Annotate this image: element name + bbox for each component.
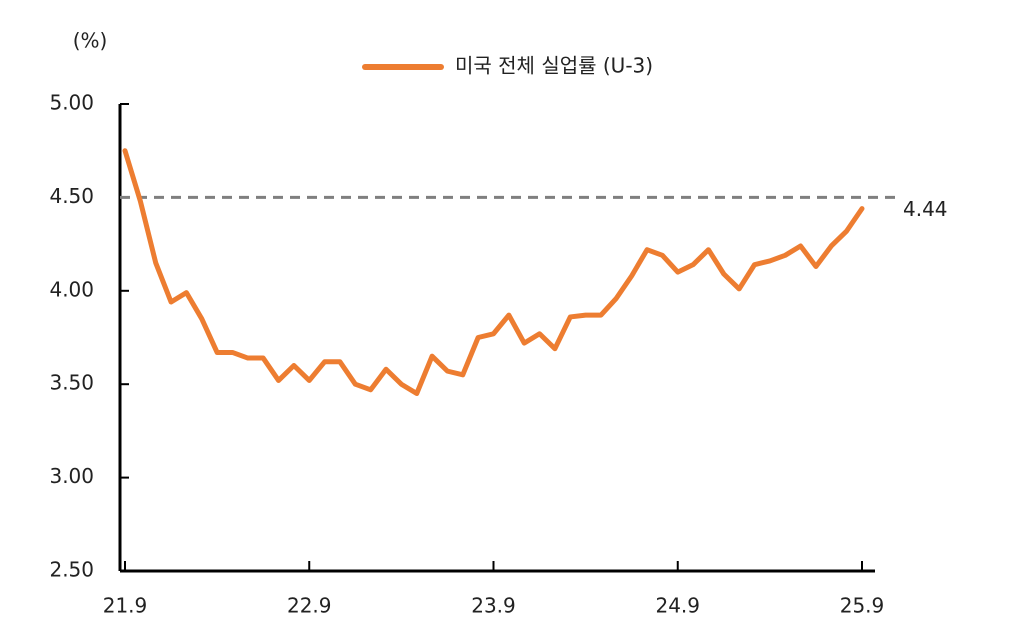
x-tick-label: 23.9 bbox=[471, 594, 516, 618]
legend-label: 미국 전체 실업률 (U-3) bbox=[455, 54, 653, 78]
y-tick-label: 3.50 bbox=[49, 371, 94, 395]
y-tick-label: 4.50 bbox=[49, 184, 94, 208]
x-tick-label: 25.9 bbox=[840, 594, 885, 618]
x-tick-label: 21.9 bbox=[103, 594, 148, 618]
x-tick-label: 22.9 bbox=[287, 594, 332, 618]
x-tick-label: 24.9 bbox=[655, 594, 700, 618]
annotation: 4.44 bbox=[903, 197, 948, 221]
line-series bbox=[122, 148, 865, 397]
y-tick-label: 3.00 bbox=[49, 464, 94, 488]
y-tick-label: 5.00 bbox=[49, 91, 94, 115]
y-unit-label: (%) bbox=[73, 29, 108, 53]
y-tick-label: 2.50 bbox=[49, 558, 94, 582]
y-tick-label: 4.00 bbox=[49, 277, 94, 301]
